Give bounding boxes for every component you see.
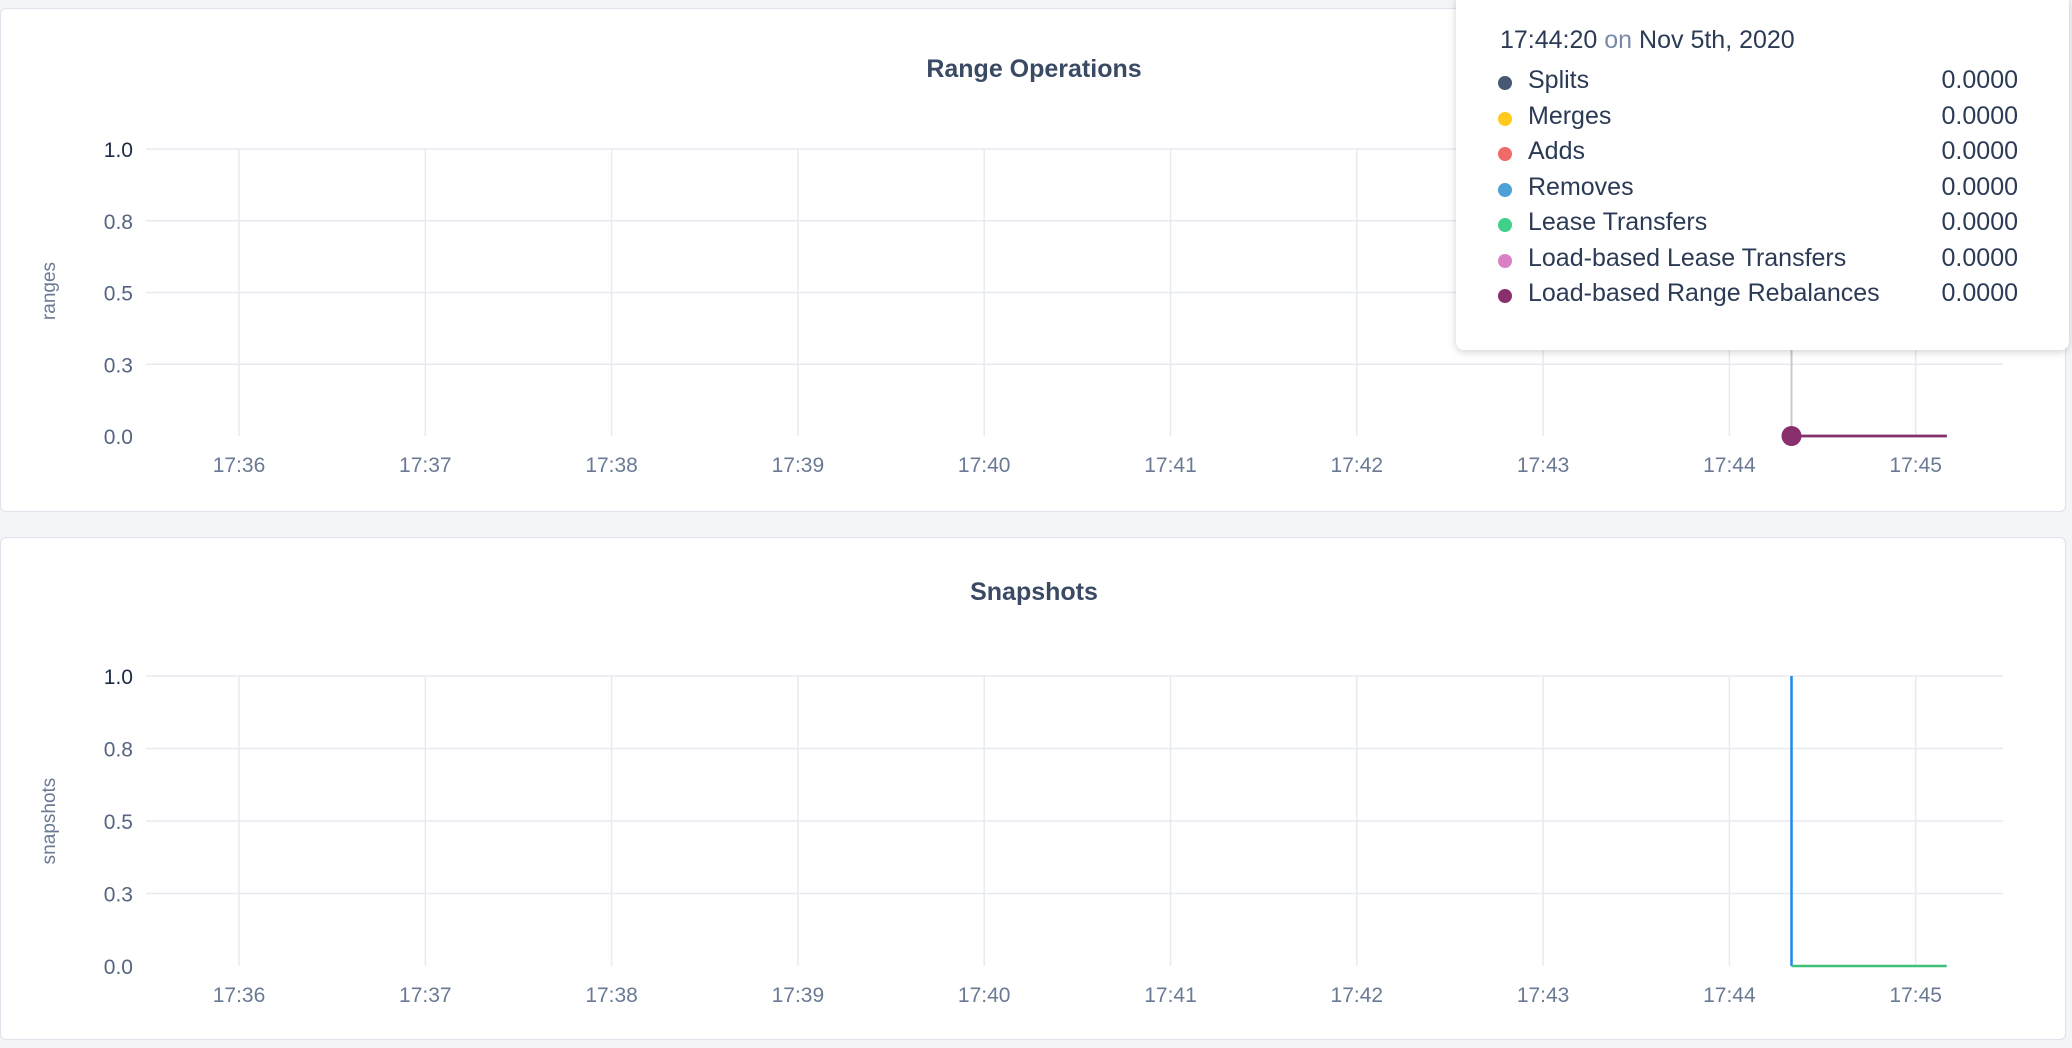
- x-tick-label: 17:42: [1331, 984, 1384, 1007]
- tooltip-date: Nov 5th, 2020: [1639, 26, 1795, 54]
- legend-dot-icon: [1498, 218, 1512, 232]
- x-tick-label: 17:41: [1144, 984, 1197, 1007]
- x-tick-label: 17:40: [958, 984, 1011, 1007]
- y-tick-label: 1.0: [104, 139, 133, 162]
- series-name: Load-based Lease Transfers: [1528, 243, 1847, 272]
- tooltip-row: Load-based Lease Transfers 0.0000: [1498, 244, 2018, 278]
- x-tick-label: 17:44: [1703, 984, 1756, 1007]
- series-name: Adds: [1528, 137, 1585, 165]
- tooltip-row: Load-based Range Rebalances 0.0000: [1498, 279, 2018, 313]
- y-tick-label: 0.5: [104, 283, 133, 306]
- x-tick-label: 17:40: [958, 454, 1011, 477]
- legend-dot-icon: [1498, 253, 1512, 268]
- x-tick-label: 17:37: [399, 984, 452, 1007]
- series-name: Splits: [1528, 66, 1590, 94]
- legend-dot-icon: [1498, 76, 1512, 90]
- x-tick-label: 17:45: [1889, 984, 1942, 1007]
- series-value: 0.0000: [1941, 172, 2018, 201]
- series-value: 0.0000: [1941, 101, 2018, 130]
- y-tick-label: 0.3: [104, 354, 133, 377]
- y-tick-label: 1.0: [104, 666, 133, 689]
- series-name: Lease Transfers: [1528, 208, 1708, 236]
- x-tick-label: 17:42: [1331, 454, 1384, 477]
- x-tick-label: 17:44: [1703, 454, 1756, 477]
- x-tick-label: 17:45: [1889, 454, 1942, 477]
- y-tick-label: 0.8: [104, 211, 133, 234]
- series-value: 0.0000: [1941, 66, 2018, 94]
- tooltip-row: Lease Transfers 0.0000: [1498, 208, 2018, 242]
- x-tick-label: 17:36: [213, 984, 266, 1007]
- snapshots-chart[interactable]: 0.0 0.3 0.5 0.8 1.0 17:36 17:37 17:38 17:39 17:40…: [1, 538, 2067, 1041]
- x-tick-label: 17:38: [585, 454, 638, 477]
- x-tick-label: 17:37: [399, 454, 452, 477]
- y-axis-label: ranges: [39, 262, 60, 320]
- chart-title: Range Operations: [926, 55, 1142, 83]
- x-tick-label: 17:36: [213, 454, 266, 477]
- series-name: Removes: [1528, 172, 1634, 201]
- series-value: 0.0000: [1941, 279, 2018, 307]
- legend-dot-icon: [1498, 289, 1512, 303]
- y-tick-label: 0.3: [104, 884, 133, 907]
- legend-dot-icon: [1498, 182, 1512, 197]
- tooltip-row: Adds 0.0000: [1498, 137, 2018, 171]
- y-axis-label: snapshots: [39, 778, 60, 865]
- series-name: Load-based Range Rebalances: [1528, 279, 1880, 307]
- tooltip-row: Splits 0.0000: [1498, 66, 2018, 100]
- range-operations-chart[interactable]: 0.0 0.3 0.5 0.8 1.0 17:36 17:37 17:38 17:39 17:40…: [1, 9, 2067, 513]
- x-tick-label: 17:39: [772, 984, 825, 1007]
- legend-dot-icon: [1498, 111, 1512, 126]
- x-tick-label: 17:38: [585, 984, 638, 1007]
- y-tick-label: 0.5: [104, 811, 133, 834]
- series-value: 0.0000: [1941, 243, 2018, 272]
- tooltip-time: 17:44:20: [1500, 26, 1598, 54]
- chart-tooltip: 17:44:20 on Nov 5th, 2020 Splits 0.0000 Me…: [1456, 0, 2069, 350]
- x-tick-label: 17:39: [772, 454, 825, 477]
- hover-point: [1781, 426, 1802, 446]
- y-tick-label: 0.0: [104, 956, 133, 979]
- tooltip-row: Merges 0.0000: [1498, 102, 2018, 136]
- y-tick-label: 0.8: [104, 739, 133, 762]
- chart-title: Snapshots: [970, 578, 1098, 606]
- snapshots-panel: 0.0 0.3 0.5 0.8 1.0 17:36 17:37 17:38 17:39 17:40…: [0, 537, 2066, 1040]
- y-tick-label: 0.0: [104, 426, 133, 449]
- tooltip-row: Removes 0.0000: [1498, 173, 2018, 207]
- tooltip-on: on: [1604, 26, 1633, 54]
- series-value: 0.0000: [1941, 137, 2018, 165]
- tooltip-header: 17:44:20 on Nov 5th, 2020: [1500, 26, 1795, 55]
- series-value: 0.0000: [1941, 208, 2018, 236]
- x-tick-label: 17:43: [1517, 984, 1570, 1007]
- x-tick-label: 17:41: [1144, 454, 1197, 477]
- series-name: Merges: [1528, 101, 1612, 130]
- legend-dot-icon: [1498, 147, 1512, 161]
- x-tick-label: 17:43: [1517, 454, 1570, 477]
